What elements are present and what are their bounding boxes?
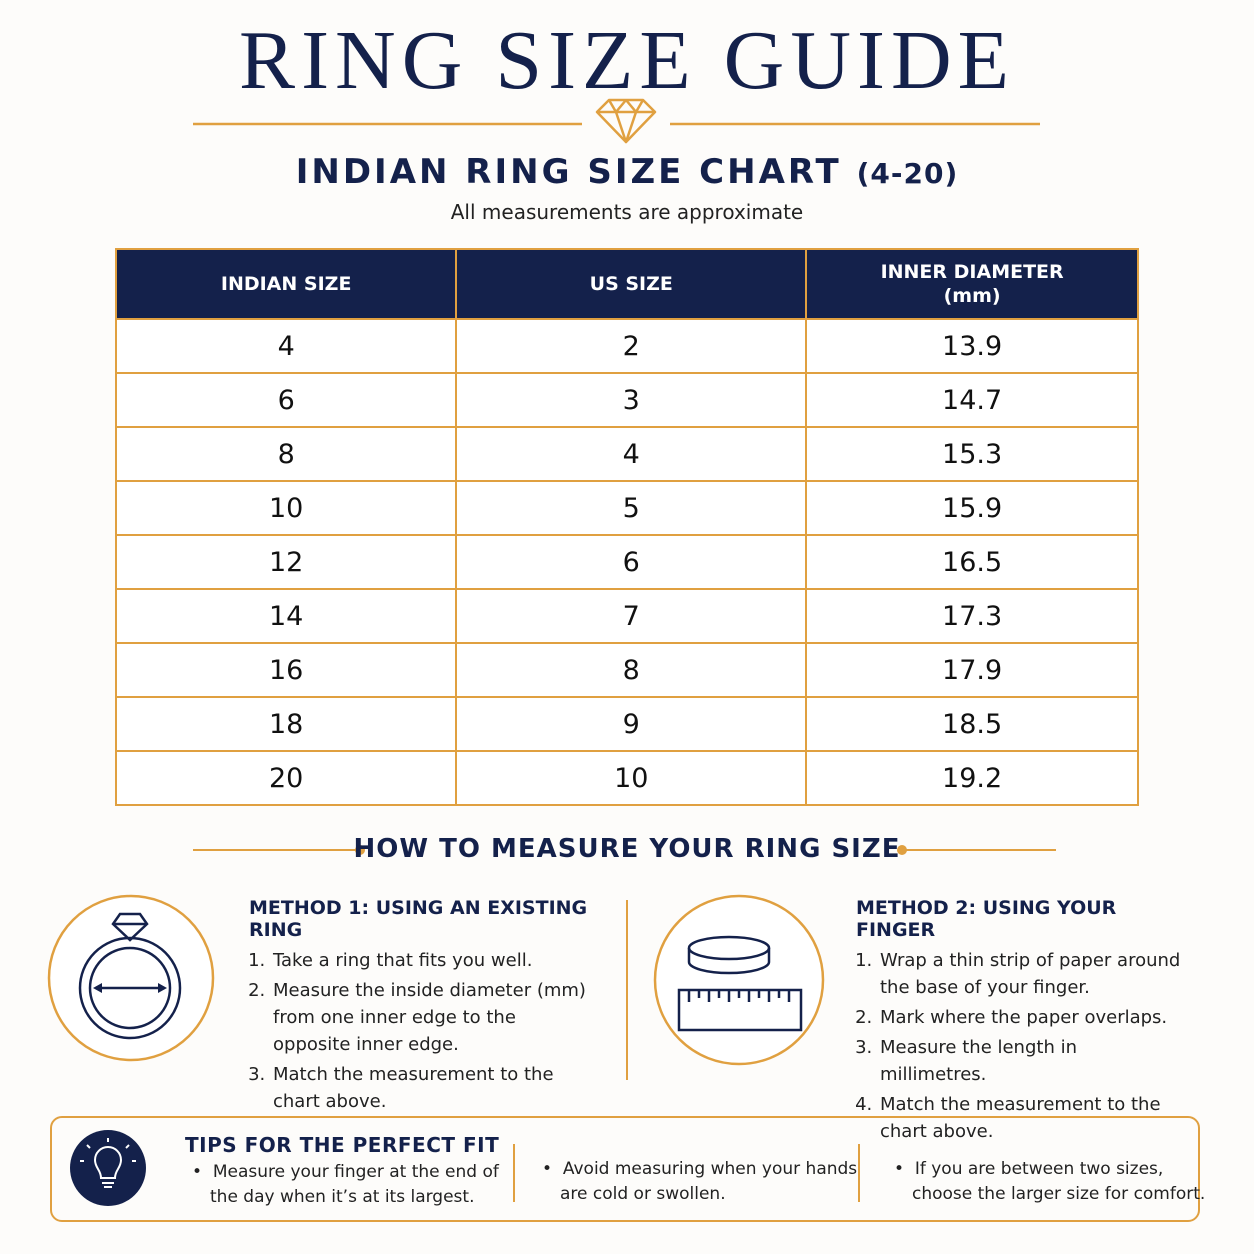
table-cell: 18.5 xyxy=(805,696,1139,752)
table-cell: 7 xyxy=(455,588,808,644)
table-row: 6 3 14.7 xyxy=(114,372,1139,428)
method: METHOD 1: USING AN EXISTING RING Take a r… xyxy=(249,897,589,1118)
table-cell: 14 xyxy=(114,588,458,644)
table-cell: 8 xyxy=(114,426,458,482)
table-cell: 6 xyxy=(455,534,808,590)
table-cell: 10 xyxy=(455,750,808,806)
column-header: US SIZE xyxy=(455,248,808,320)
method-step: Take a ring that fits you well. xyxy=(271,947,589,974)
table-cell: 13.9 xyxy=(805,318,1139,374)
table-row: 14 7 17.3 xyxy=(114,588,1139,644)
table-cell: 8 xyxy=(455,642,808,698)
table-cell: 17.3 xyxy=(805,588,1139,644)
table-cell: 17.9 xyxy=(805,642,1139,698)
table-body: 4 2 13.9 6 3 14.7 8 4 15.3 10 5 15.9 12 6 16.5 14 7 17.3 1… xyxy=(114,318,1139,806)
table-cell: 9 xyxy=(455,696,808,752)
table-cell: 16 xyxy=(114,642,458,698)
column-header-line: US SIZE xyxy=(589,273,673,295)
chart-note: All measurements are approximate xyxy=(450,200,804,224)
size-table: INDIAN SIZE US SIZE INNER DIAMETER (mm) 4 2 13… xyxy=(114,248,1139,806)
method-title: METHOD 2: USING YOUR FINGER xyxy=(856,897,1117,941)
table-row: 12 6 16.5 xyxy=(114,534,1139,590)
tips-title: TIPS FOR THE PERFECT FIT xyxy=(185,1133,500,1157)
column-header-line: INNER DIAMETER xyxy=(880,261,1064,283)
table-cell: 3 xyxy=(455,372,808,428)
table-cell: 16.5 xyxy=(805,534,1139,590)
table-cell: 10 xyxy=(114,480,458,536)
column-header: INDIAN SIZE xyxy=(114,248,458,320)
table-cell: 15.9 xyxy=(805,480,1139,536)
table-cell: 4 xyxy=(455,426,808,482)
table-row: 10 5 15.9 xyxy=(114,480,1139,536)
section-title: HOW TO MEASURE YOUR RING SIZE xyxy=(353,834,901,864)
tip: If you are between two sizes, choose the… xyxy=(890,1157,1212,1207)
method: METHOD 2: USING YOUR FINGER Wrap a thin s… xyxy=(856,897,1186,1148)
column-header: INNER DIAMETER (mm) xyxy=(805,248,1139,320)
chart-heading: INDIAN RING SIZE CHART (4-20) xyxy=(0,152,1254,192)
method-icons xyxy=(47,894,825,1080)
column-header-line: INDIAN SIZE xyxy=(220,273,352,295)
header-row: INDIAN SIZE US SIZE INNER DIAMETER (mm) xyxy=(114,248,1139,320)
chart-heading-title: INDIAN RING SIZE CHART xyxy=(295,152,842,192)
table-cell: 15.3 xyxy=(805,426,1139,482)
table-cell: 12 xyxy=(114,534,458,590)
table-cell: 4 xyxy=(114,318,458,374)
tip: Measure your finger at the end of the da… xyxy=(188,1160,515,1210)
table-row: 20 10 19.2 xyxy=(114,750,1139,806)
table-row: 16 8 17.9 xyxy=(114,642,1139,698)
table-row: 4 2 13.9 xyxy=(114,318,1139,374)
table-row: 8 4 15.3 xyxy=(114,426,1139,482)
method-step: Wrap a thin strip of paper around the ba… xyxy=(878,947,1186,1001)
method-steps: Wrap a thin strip of paper around the ba… xyxy=(856,947,1186,1145)
chart-heading-range: (4-20) xyxy=(856,157,959,190)
method-step: Match the measurement to the chart above… xyxy=(878,1091,1186,1145)
column-header-line: (mm) xyxy=(943,285,1001,307)
table-cell: 20 xyxy=(114,750,458,806)
method-steps: Take a ring that fits you well. Measure t… xyxy=(249,947,589,1115)
tip: Avoid measuring when your hands are cold… xyxy=(538,1157,860,1207)
table-cell: 18 xyxy=(114,696,458,752)
page-title: RING SIZE GUIDE xyxy=(239,14,1015,107)
method-step: Measure the inside diameter (mm) from on… xyxy=(271,977,589,1058)
method-step: Match the measurement to the chart above… xyxy=(271,1061,589,1115)
table-cell: 19.2 xyxy=(805,750,1139,806)
tips-icon xyxy=(70,1130,146,1206)
method-title: METHOD 1: USING AN EXISTING RING xyxy=(249,897,588,941)
method-step: Measure the length in millimetres. xyxy=(878,1034,1186,1088)
title-ornament xyxy=(193,98,1040,144)
method-step: Mark where the paper overlaps. xyxy=(878,1004,1186,1031)
table-cell: 14.7 xyxy=(805,372,1139,428)
table-cell: 2 xyxy=(455,318,808,374)
table-row: 18 9 18.5 xyxy=(114,696,1139,752)
table-cell: 5 xyxy=(455,480,808,536)
section-ornament xyxy=(193,845,1056,855)
table-cell: 6 xyxy=(114,372,458,428)
